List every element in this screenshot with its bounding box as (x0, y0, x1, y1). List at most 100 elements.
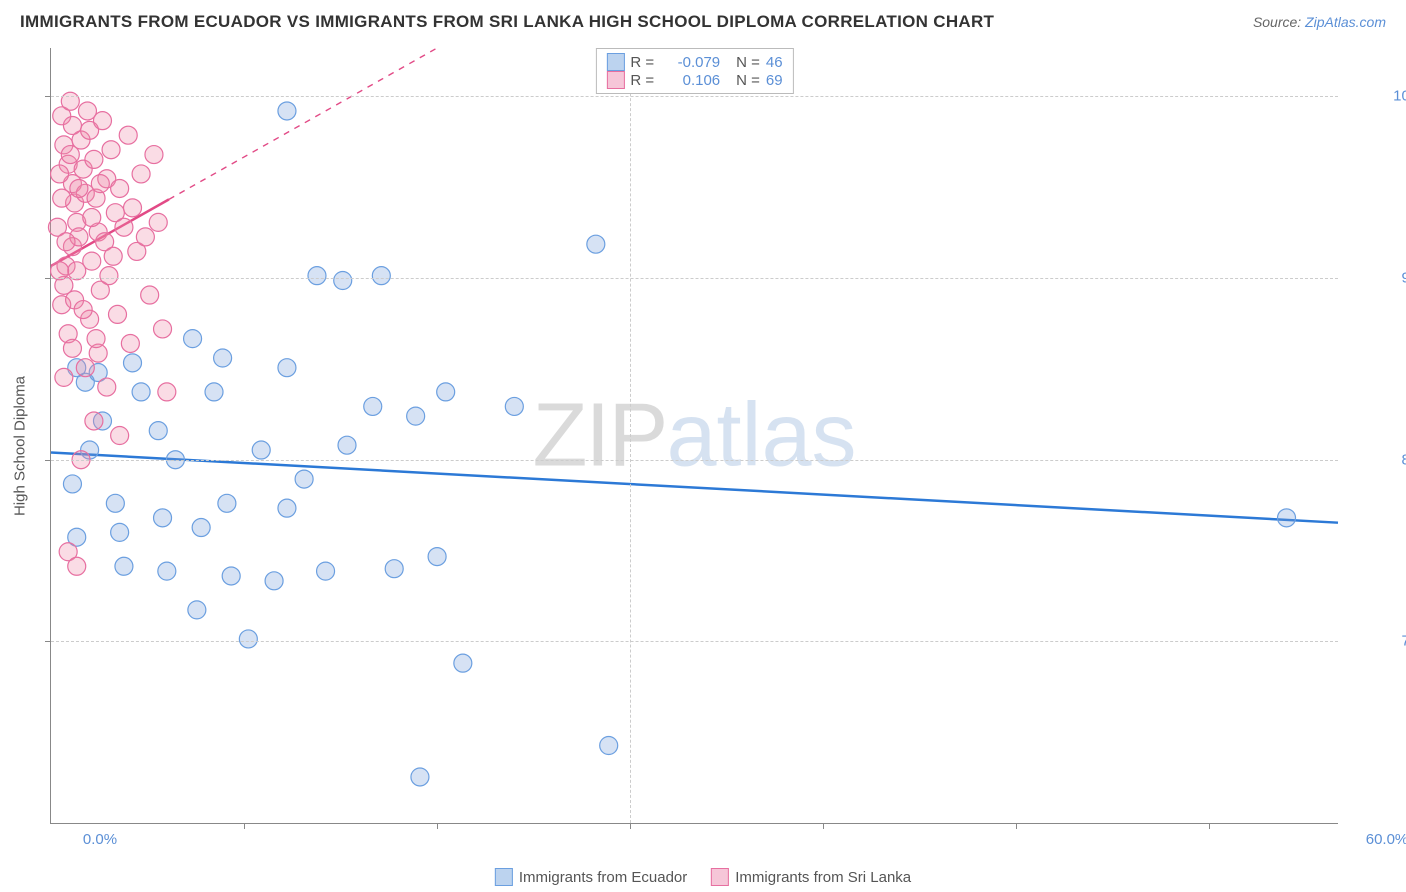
r-label: R = (630, 54, 654, 71)
data-point (141, 286, 159, 304)
data-point (91, 175, 109, 193)
data-point (106, 494, 124, 512)
data-point (372, 267, 390, 285)
data-point (124, 354, 142, 372)
data-point (78, 102, 96, 120)
y-tick-label: 100.0% (1393, 88, 1406, 105)
n-label: N = (736, 72, 760, 89)
x-tick-mark (630, 823, 631, 829)
data-point (145, 146, 163, 164)
y-tick-label: 85.0% (1401, 451, 1406, 468)
r-label: R = (630, 72, 654, 89)
y-axis-title: High School Diploma (12, 376, 29, 516)
data-point (218, 494, 236, 512)
bottom-legend: Immigrants from Ecuador Immigrants from … (495, 868, 911, 886)
correlation-legend: R = -0.079 N = 46 R = 0.106 N = 69 (595, 48, 793, 94)
data-point (158, 383, 176, 401)
legend-row-srilanka: R = 0.106 N = 69 (606, 71, 782, 89)
data-point (76, 359, 94, 377)
data-point (63, 475, 81, 493)
source-attribution: Source: ZipAtlas.com (1253, 14, 1386, 30)
legend-row-ecuador: R = -0.079 N = 46 (606, 53, 782, 71)
data-point (428, 548, 446, 566)
data-point (83, 209, 101, 227)
source-prefix: Source: (1253, 14, 1305, 30)
n-value-ecuador: 46 (766, 54, 783, 71)
data-point (85, 412, 103, 430)
source-link[interactable]: ZipAtlas.com (1305, 14, 1386, 30)
x-tick-mark (1016, 823, 1017, 829)
data-point (252, 441, 270, 459)
chart-container: R = -0.079 N = 46 R = 0.106 N = 69 ZIPat… (50, 48, 1386, 852)
data-point (68, 557, 86, 575)
data-point (600, 737, 618, 755)
data-point (149, 213, 167, 231)
data-point (57, 233, 75, 251)
data-point (115, 557, 133, 575)
data-point (111, 523, 129, 541)
data-point (295, 470, 313, 488)
swatch-srilanka-icon (711, 868, 729, 886)
data-point (265, 572, 283, 590)
data-point (1278, 509, 1296, 527)
data-point (70, 179, 88, 197)
data-point (317, 562, 335, 580)
bottom-legend-ecuador: Immigrants from Ecuador (495, 868, 687, 886)
gridline-h (51, 96, 1338, 97)
r-value-ecuador: -0.079 (660, 54, 720, 71)
swatch-ecuador (606, 53, 624, 71)
data-point (98, 378, 116, 396)
data-point (53, 189, 71, 207)
swatch-srilanka (606, 71, 624, 89)
data-point (111, 179, 129, 197)
data-point (74, 301, 92, 319)
data-point (505, 397, 523, 415)
data-point (102, 141, 120, 159)
data-point (407, 407, 425, 425)
data-point (136, 228, 154, 246)
chart-title: IMMIGRANTS FROM ECUADOR VS IMMIGRANTS FR… (20, 12, 994, 32)
n-label: N = (736, 54, 760, 71)
data-point (278, 359, 296, 377)
gridline-h (51, 460, 1338, 461)
data-point (100, 267, 118, 285)
data-point (63, 117, 81, 135)
data-point (437, 383, 455, 401)
data-point (87, 330, 105, 348)
x-tick-mark (1209, 823, 1210, 829)
data-point (149, 422, 167, 440)
y-tick-label: 92.5% (1401, 270, 1406, 287)
data-point (111, 427, 129, 445)
data-point (104, 247, 122, 265)
data-point (338, 436, 356, 454)
data-point (587, 235, 605, 253)
data-point (454, 654, 472, 672)
bottom-legend-ecuador-label: Immigrants from Ecuador (519, 869, 687, 886)
data-point (154, 320, 172, 338)
data-point (63, 339, 81, 357)
data-point (385, 560, 403, 578)
data-point (239, 630, 257, 648)
gridline-v (630, 48, 631, 823)
data-point (334, 272, 352, 290)
x-tick-mark (437, 823, 438, 829)
data-point (205, 383, 223, 401)
data-point (119, 126, 137, 144)
bottom-legend-srilanka: Immigrants from Sri Lanka (711, 868, 911, 886)
data-point (61, 92, 79, 110)
swatch-ecuador-icon (495, 868, 513, 886)
plot-area: R = -0.079 N = 46 R = 0.106 N = 69 ZIPat… (50, 48, 1338, 824)
r-value-srilanka: 0.106 (660, 72, 720, 89)
gridline-h (51, 278, 1338, 279)
trend-line-dashed (169, 48, 437, 199)
data-point (51, 165, 69, 183)
data-point (158, 562, 176, 580)
x-tick-mark (244, 823, 245, 829)
x-tick-label: 0.0% (83, 831, 117, 848)
gridline-h (51, 641, 1338, 642)
data-point (222, 567, 240, 585)
data-point (61, 146, 79, 164)
x-tick-mark (823, 823, 824, 829)
data-point (121, 334, 139, 352)
data-point (83, 252, 101, 270)
